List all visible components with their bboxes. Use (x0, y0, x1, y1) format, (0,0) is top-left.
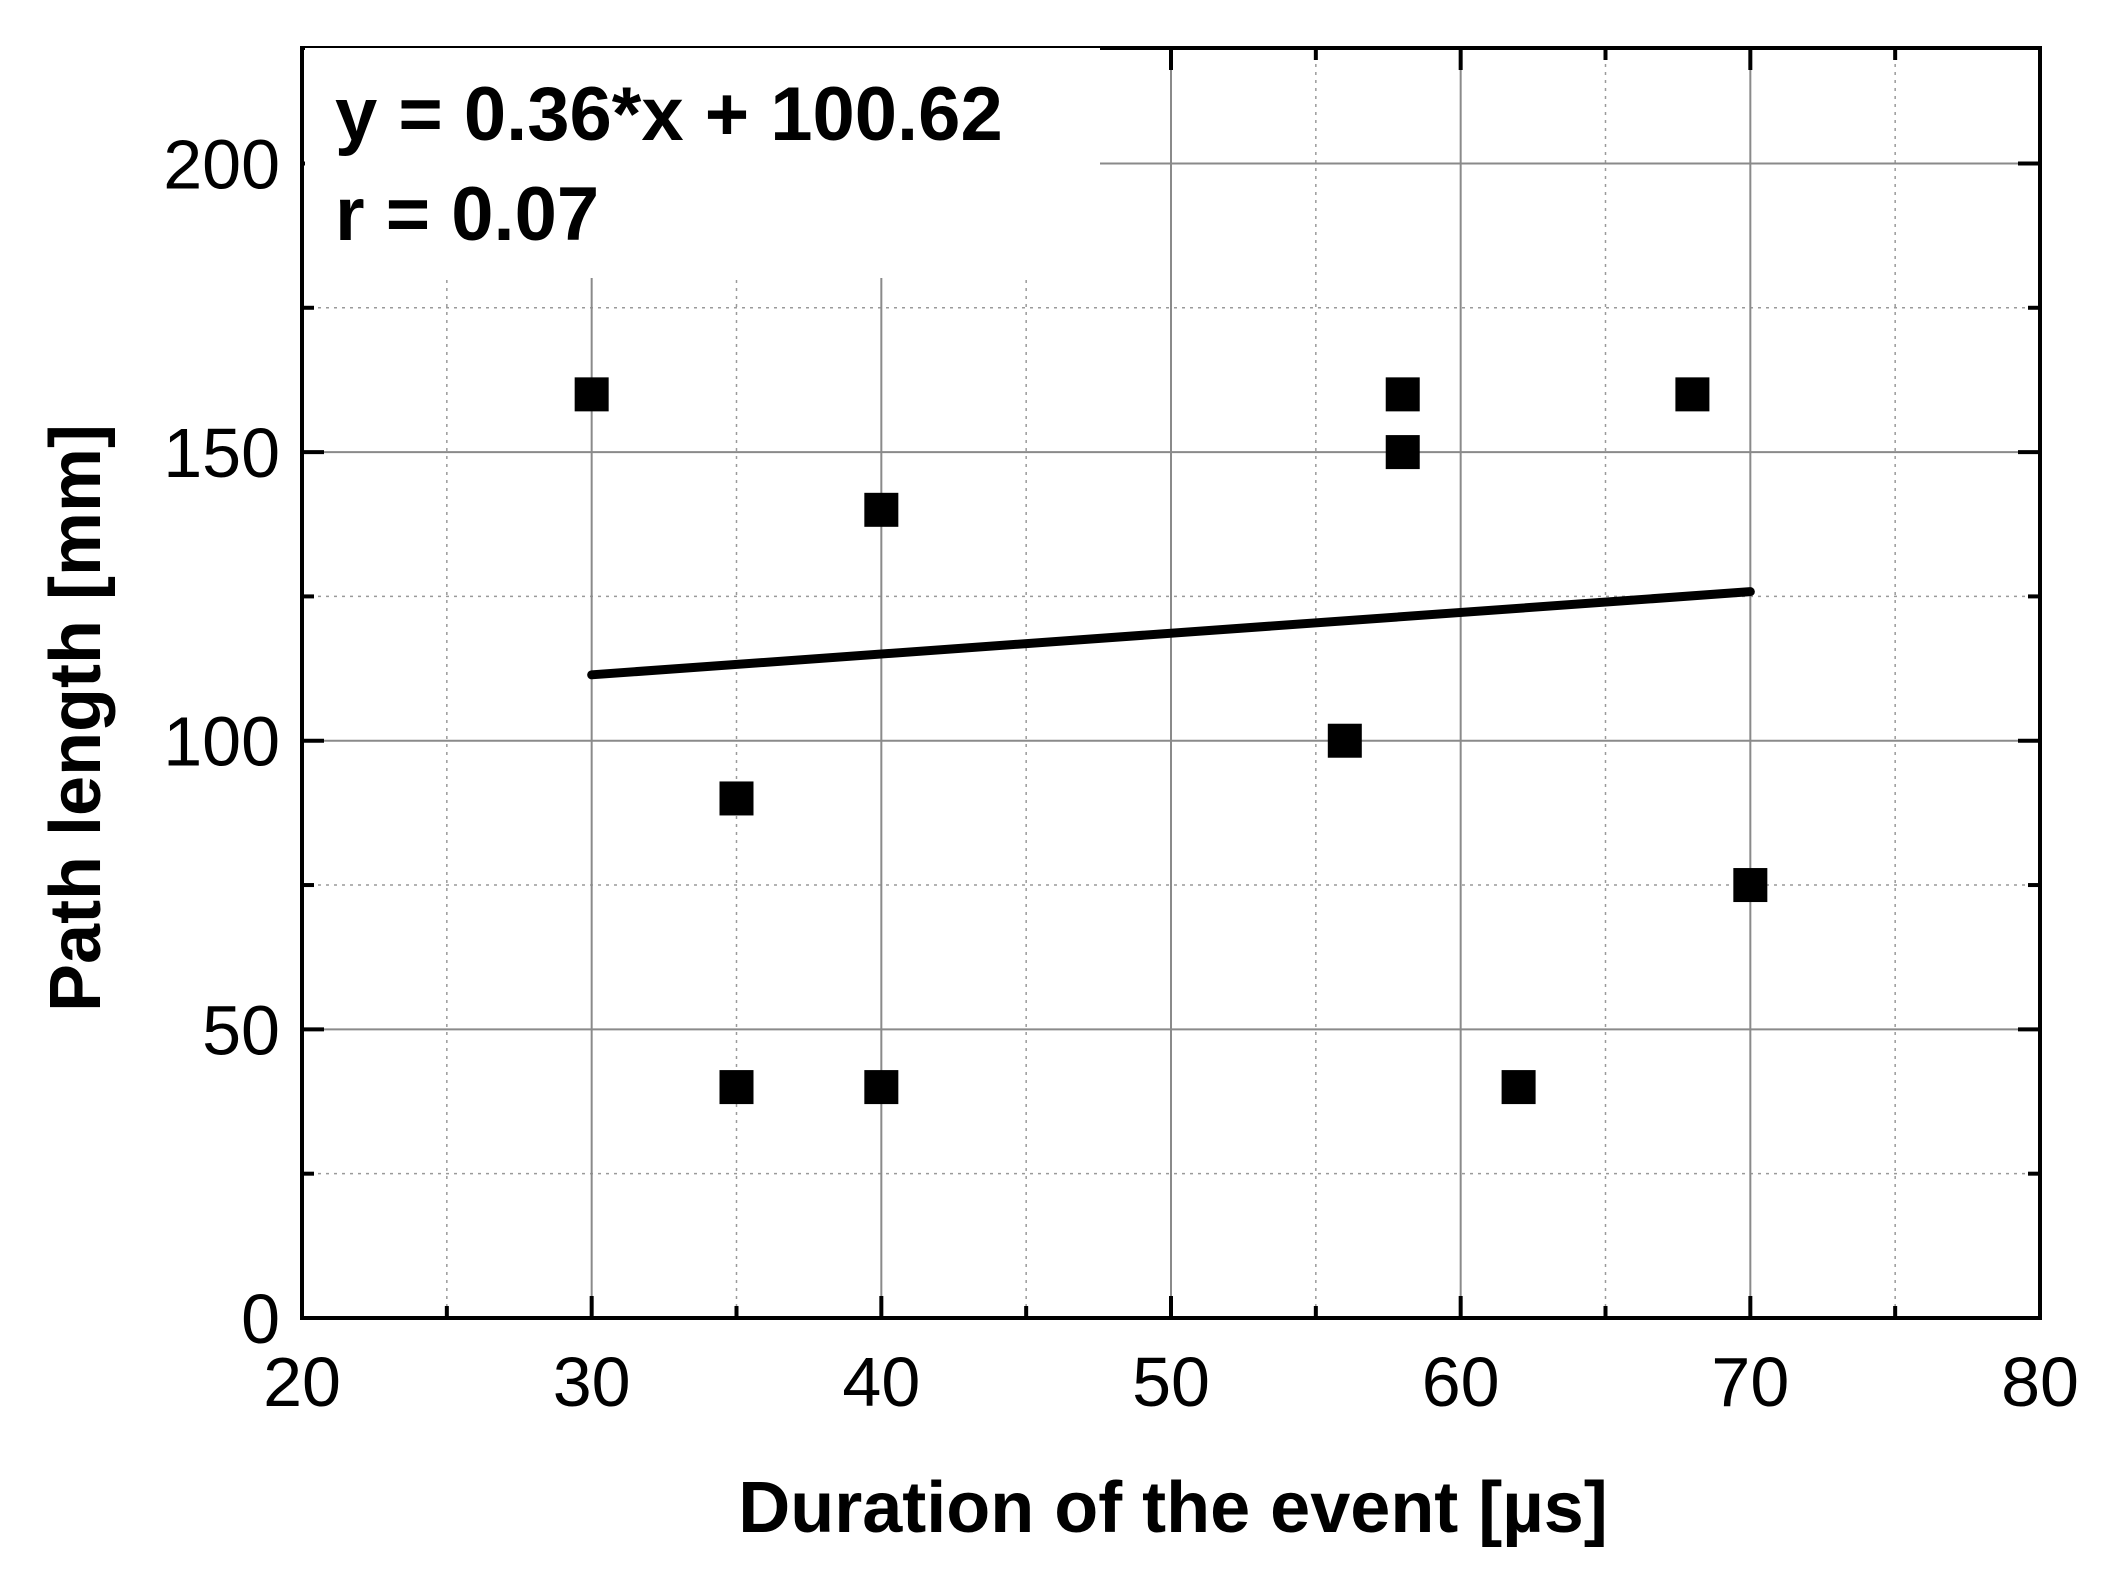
data-point (1385, 377, 1420, 412)
data-point (864, 1070, 899, 1105)
data-point (1675, 377, 1710, 412)
annotation-background (305, 48, 1100, 278)
tick-labels: 20 30 40 50 60 70 80 0 50 100 150 200 (163, 125, 2079, 1421)
y-tick-label: 50 (202, 991, 280, 1069)
correlation-coefficient: r = 0.07 (335, 172, 599, 257)
x-tick-label: 40 (842, 1343, 920, 1421)
data-point (719, 781, 754, 816)
y-tick-label: 100 (163, 703, 280, 781)
data-point (1733, 868, 1768, 903)
data-point (574, 377, 609, 412)
y-tick-label: 200 (163, 125, 280, 203)
x-tick-label: 50 (1132, 1343, 1210, 1421)
data-point (864, 492, 899, 527)
x-tick-label: 70 (1711, 1343, 1789, 1421)
data-point (1385, 435, 1420, 470)
data-points (574, 377, 1768, 1105)
x-tick-label: 20 (263, 1343, 341, 1421)
data-point (719, 1070, 754, 1105)
y-axis-title: Path length [mm] (36, 424, 116, 1012)
regression-line (587, 587, 1755, 680)
x-tick-label: 30 (553, 1343, 631, 1421)
y-tick-label: 0 (241, 1280, 280, 1358)
x-tick-label: 80 (2001, 1343, 2079, 1421)
fit-equation: y = 0.36*x + 100.62 (335, 72, 1003, 157)
y-tick-label: 150 (163, 414, 280, 492)
x-axis-title: Duration of the event [µs] (738, 1468, 1608, 1548)
data-point (1501, 1070, 1536, 1105)
data-point (1327, 723, 1362, 758)
x-tick-label: 60 (1422, 1343, 1500, 1421)
